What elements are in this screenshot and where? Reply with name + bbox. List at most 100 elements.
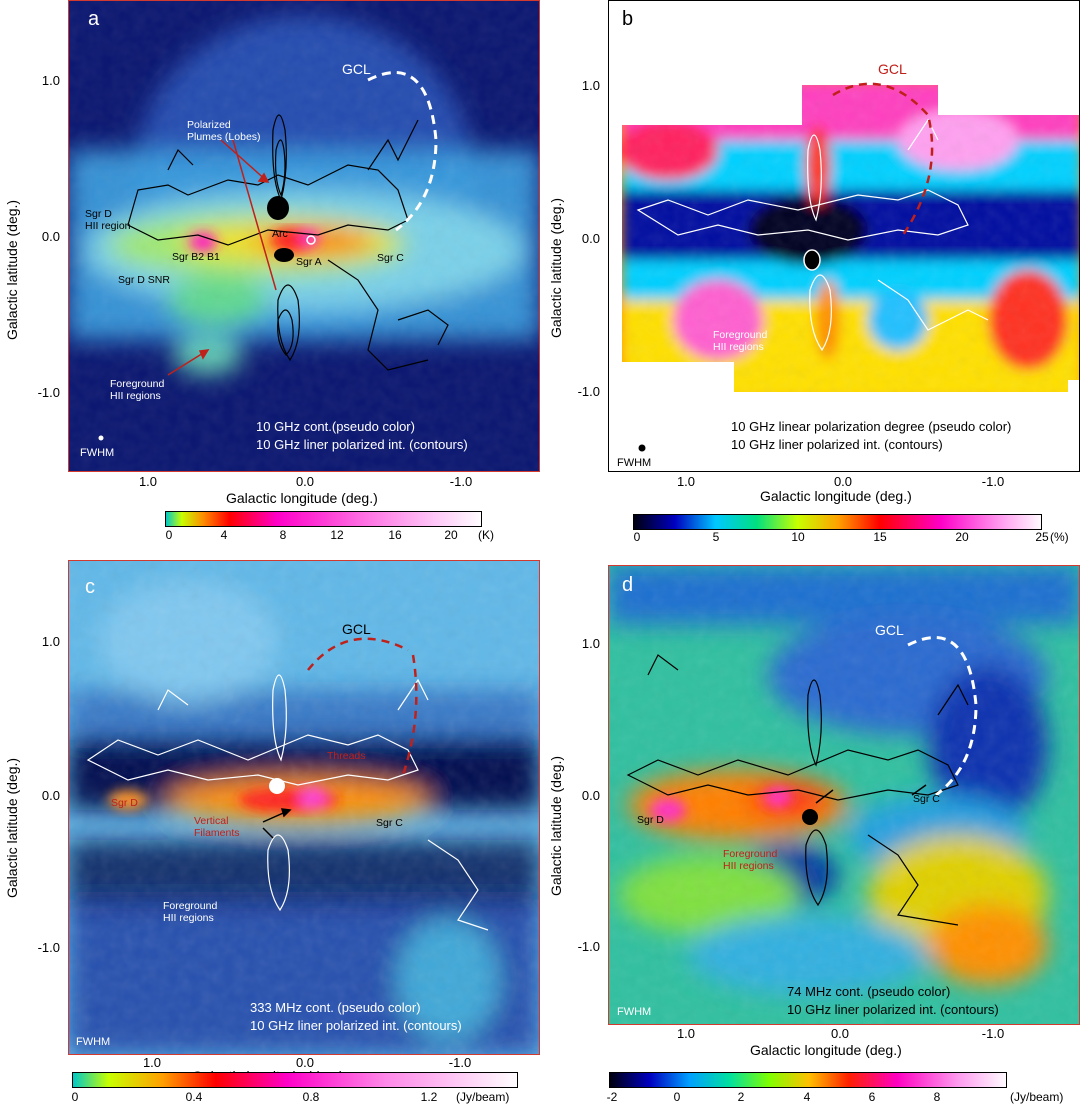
sgr-d-hii-label: Sgr D HII region (85, 208, 131, 232)
d-ylabel: Galactic latitude (deg.) (548, 755, 564, 896)
c-xtick-3: -1.0 (448, 1055, 472, 1070)
fwhm-label-a: FWHM (80, 447, 115, 459)
threads-label: Threads (327, 750, 366, 762)
arc-label: Arc (272, 228, 288, 240)
a-xtick-2: 0.0 (295, 474, 315, 489)
panel-b-colorbar (633, 514, 1042, 530)
c-cb-tick-3: 1.2 (420, 1090, 438, 1104)
d-xlabel: Galactic longitude (deg.) (750, 1042, 902, 1058)
d-cb-tick-2: 2 (737, 1090, 745, 1104)
d-ytick-2: 0.0 (581, 788, 600, 803)
a-cb-tick-0: 0 (165, 528, 173, 542)
foreground-label-b: Foreground HII regions (713, 329, 768, 353)
a-ytick-1: 1.0 (41, 73, 60, 88)
b-cb-tick-3: 15 (873, 530, 887, 544)
foreground-label-d: Foreground HII regions (723, 848, 778, 872)
sgr-a-label: Sgr A (296, 256, 322, 268)
c-cb-tick-1: 0.4 (185, 1090, 203, 1104)
panel-d-letter: d (622, 574, 634, 596)
panel-a-caption-2: 10 GHz liner polarized int. (contours) (256, 437, 468, 452)
a-ylabel: Galactic latitude (deg.) (4, 199, 20, 340)
b-ytick-1: 1.0 (581, 78, 600, 93)
panel-c-caption-2: 10 GHz liner polarized int. (contours) (250, 1018, 462, 1033)
fwhm-label-c: FWHM (76, 1036, 111, 1048)
b-ylabel: Galactic latitude (deg.) (548, 197, 564, 338)
a-xlabel: Galactic longitude (deg.) (226, 490, 378, 506)
panel-d-colorbar (609, 1072, 1007, 1088)
c-cb-tick-0: 0 (71, 1090, 79, 1104)
d-xtick-3: -1.0 (981, 1026, 1005, 1041)
c-cb-unit: (Jy/beam) (456, 1090, 510, 1104)
panel-a-image (68, 0, 540, 472)
c-ytick-2: 0.0 (41, 788, 60, 803)
c-ylabel: Galactic latitude (deg.) (4, 757, 20, 898)
a-cb-tick-1: 4 (220, 528, 228, 542)
panel-b-image (608, 0, 1080, 472)
a-cb-tick-5: 20 (444, 528, 458, 542)
panel-c-caption-1: 333 MHz cont. (pseudo color) (250, 1000, 421, 1015)
c-xtick-1: 1.0 (142, 1055, 162, 1070)
sgr-d-snr-label: Sgr D SNR (118, 274, 170, 286)
b-cb-tick-5: 25 (1035, 530, 1049, 544)
sgr-c-label-c: Sgr C (376, 817, 403, 829)
panel-c-colorbar (72, 1072, 518, 1088)
d-xtick-2: 0.0 (830, 1026, 850, 1041)
d-cb-tick-5: 8 (933, 1090, 941, 1104)
panel-b-letter: b (622, 8, 634, 30)
a-cb-tick-2: 8 (279, 528, 287, 542)
d-cb-tick-4: 6 (868, 1090, 876, 1104)
a-ytick-2: 0.0 (41, 229, 60, 244)
panel-b-caption-1: 10 GHz linear polarization degree (pseud… (731, 419, 1012, 434)
sgr-d-label-d: Sgr D (637, 814, 664, 826)
panel-d-caption-2: 10 GHz liner polarized int. (contours) (787, 1002, 999, 1017)
foreground-label-c: Foreground HII regions (163, 900, 218, 924)
d-ytick-1: 1.0 (581, 636, 600, 651)
c-ytick-1: 1.0 (41, 634, 60, 649)
plumes-label: Polarized Plumes (Lobes) (187, 119, 261, 143)
c-cb-tick-2: 0.8 (302, 1090, 320, 1104)
b-ytick-3: -1.0 (577, 384, 600, 399)
b-xlabel: Galactic longitude (deg.) (760, 488, 912, 504)
fwhm-label-d: FWHM (617, 1006, 652, 1018)
a-ytick-3: -1.0 (37, 385, 60, 400)
foreground-label-a: Foreground HII regions (110, 378, 165, 402)
vertical-filaments-label: Vertical Filaments (194, 815, 240, 839)
sgr-d-label-c: Sgr D (111, 797, 138, 809)
d-cb-tick-1: 0 (673, 1090, 681, 1104)
gcl-label-d: GCL (875, 622, 904, 638)
b-xtick-2: 0.0 (833, 474, 853, 489)
a-cb-tick-4: 16 (388, 528, 402, 542)
b-cb-unit: (%) (1050, 530, 1069, 544)
c-ytick-3: -1.0 (37, 940, 60, 955)
panel-a-caption-1: 10 GHz cont.(pseudo color) (256, 419, 415, 434)
gcl-label-c: GCL (342, 621, 371, 637)
panel-d-image (608, 565, 1080, 1025)
panel-a-letter: a (88, 8, 100, 30)
b-cb-tick-2: 10 (791, 530, 805, 544)
a-cb-tick-3: 12 (330, 528, 344, 542)
panel-a-colorbar (165, 511, 482, 527)
d-xtick-1: 1.0 (676, 1026, 696, 1041)
b-xtick-1: 1.0 (676, 474, 696, 489)
panel-b-caption-2: 10 GHz liner polarized int. (contours) (731, 437, 943, 452)
panel-c-letter: c (85, 576, 95, 598)
gcl-label-b: GCL (878, 61, 907, 77)
b-xtick-3: -1.0 (981, 474, 1005, 489)
b-cb-tick-4: 20 (955, 530, 969, 544)
sgr-b2-b1-label: Sgr B2 B1 (172, 251, 220, 263)
a-xtick-3: -1.0 (449, 474, 473, 489)
d-cb-tick-0: -2 (606, 1090, 618, 1104)
panel-c-image (68, 560, 540, 1055)
sgr-c-label-d: Sgr C (913, 793, 940, 805)
a-xtick-1: 1.0 (138, 474, 158, 489)
a-cb-unit: (K) (478, 528, 494, 542)
b-cb-tick-0: 0 (633, 530, 641, 544)
gcl-label-a: GCL (342, 61, 371, 77)
b-cb-tick-1: 5 (712, 530, 720, 544)
panel-d-caption-1: 74 MHz cont. (pseudo color) (787, 984, 951, 999)
sgr-c-label: Sgr C (377, 252, 404, 264)
c-xtick-2: 0.0 (295, 1055, 315, 1070)
d-cb-tick-3: 4 (803, 1090, 811, 1104)
b-ytick-2: 0.0 (581, 231, 600, 246)
fwhm-label-b: FWHM (617, 457, 652, 469)
